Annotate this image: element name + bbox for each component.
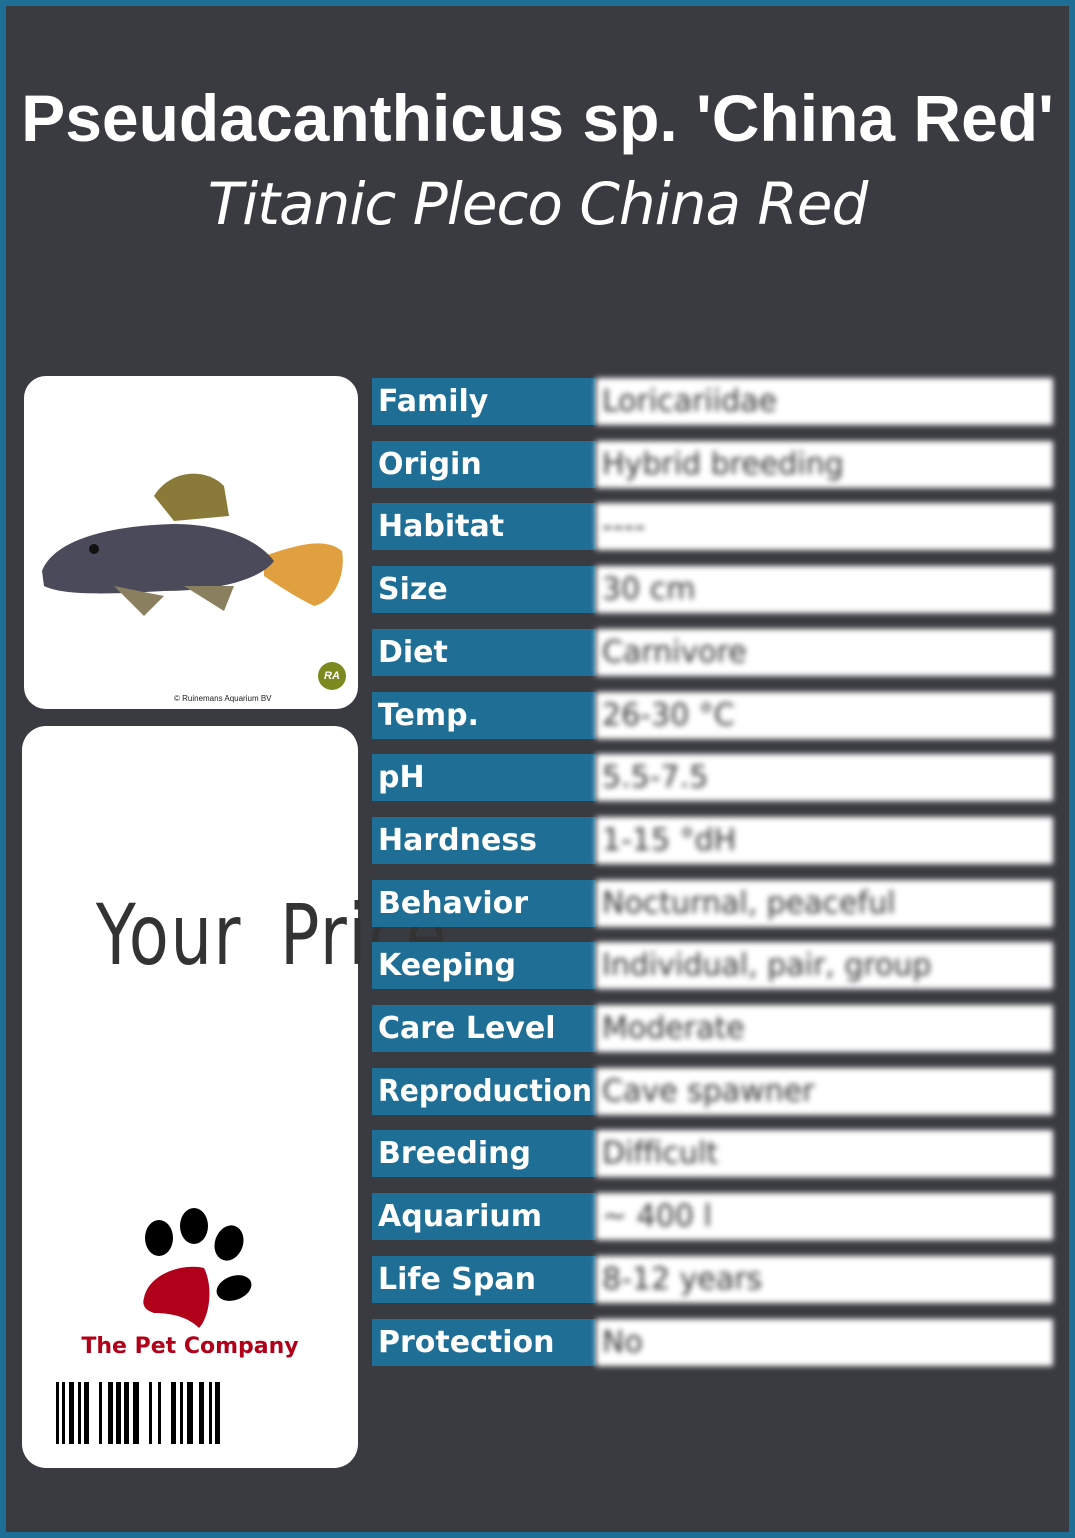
spec-value: ~ 400 l [596,1193,1053,1241]
spec-value: Carnivore [596,628,1053,676]
spec-label-cell: Life Span [372,1255,596,1303]
spec-row: Breeding Difficult [372,1130,1053,1178]
spec-value: Difficult [596,1130,1053,1178]
spec-label-cell: Origin [372,440,596,488]
spec-value: 8-12 years [596,1255,1053,1303]
common-name: Titanic Pleco China Red [207,170,869,238]
spec-value: 26-30 °C [596,691,1053,739]
spec-label-cell: Size [372,566,596,614]
spec-value: 30 cm [596,566,1053,614]
spec-value: Nocturnal, peaceful [596,879,1053,927]
spec-label: Origin [378,446,482,482]
spec-value: 1-15 °dH [596,816,1053,864]
barcode-bar [215,1382,220,1444]
photo-credit: © Ruinemans Aquarium BV [174,694,272,703]
barcode-bar [209,1382,212,1444]
price-panel: Your Price The Pet Company [22,726,448,1468]
spec-label: Diet [378,634,448,670]
barcode-bar [99,1382,102,1444]
spec-value: ---- [596,503,1053,551]
spec-row: pH 5.5-7.5 [372,754,1053,802]
barcode-bar [56,1382,59,1444]
spec-label: Keeping [378,948,517,984]
spec-label-cell: Protection [372,1318,596,1366]
spec-label-cell: Reproduction [372,1067,596,1115]
spec-row: Temp. 26-30 °C [372,691,1053,739]
spec-row: Size 30 cm [372,566,1053,614]
spec-label: Family [378,384,489,419]
spec-label: Behavior [378,885,529,921]
spec-label-cell: Breeding [372,1130,596,1178]
barcode-bar [116,1382,121,1444]
price-label: Your Price [95,886,448,984]
spec-label-cell: Care Level [372,1005,596,1052]
spec-label: Aquarium [378,1199,542,1235]
spec-label-cell: Keeping [372,942,596,990]
spec-row: Family Loricariidae [372,378,1053,425]
spec-row: Hardness 1-15 °dH [372,816,1053,864]
barcode-bar [69,1382,74,1444]
spec-label: pH [378,760,425,796]
barcode-bar [78,1382,81,1444]
barcode-bar [124,1382,129,1444]
barcode-bar [180,1382,183,1444]
barcode-bar [149,1382,152,1444]
spec-label-cell: Behavior [372,879,596,927]
spec-value: Hybrid breeding [596,440,1053,488]
barcode-bar [84,1382,89,1444]
spec-row: Care Level Moderate [372,1005,1053,1052]
spec-label: Size [378,572,448,608]
barcode-bar [133,1382,139,1444]
spec-value: Loricariidae [596,378,1053,425]
spec-row: Behavior Nocturnal, peaceful [372,879,1053,927]
paw-logo-icon [143,1208,252,1328]
barcode-bar [158,1382,161,1444]
spec-label: Care Level [378,1011,556,1046]
spec-row: Reproduction Cave spawner [372,1067,1053,1115]
spec-label-cell: Diet [372,628,596,676]
scientific-name-box: Pseudacanthicus sp. 'China Red' [10,78,1065,158]
spec-label-cell: Family [372,378,596,425]
spec-label: Life Span [378,1261,536,1297]
spec-label-cell: Aquarium [372,1193,596,1241]
spec-label: Breeding [378,1136,531,1172]
spec-row: Diet Carnivore [372,628,1053,676]
spec-label: Temp. [378,697,479,733]
spec-row: Aquarium ~ 400 l [372,1193,1053,1241]
barcode-bar [108,1382,113,1444]
spec-row: Keeping Individual, pair, group [372,942,1053,990]
brand-name: The Pet Company [81,1334,299,1359]
spec-value: Cave spawner [596,1067,1053,1115]
fish-photo-panel: RA © Ruinemans Aquarium BV [24,376,358,709]
spec-label-cell: pH [372,754,596,802]
spec-label-cell: Hardness [372,816,596,864]
common-name-box: Titanic Pleco China Red [10,166,1065,242]
scientific-name: Pseudacanthicus sp. 'China Red' [21,81,1054,155]
spec-row: Life Span 8-12 years [372,1255,1053,1303]
ruinemans-logo: RA [318,662,346,690]
spec-value: Moderate [596,1005,1053,1052]
spec-label: Protection [378,1324,555,1360]
barcode-bar [62,1382,65,1444]
barcode [56,1382,220,1444]
spec-value: No [596,1318,1053,1366]
barcode-bar [171,1382,176,1444]
spec-label: Hardness [378,822,538,858]
spec-label: Reproduction [378,1073,592,1109]
barcode-bar [199,1382,204,1444]
fish-image [42,473,343,616]
spec-label: Habitat [378,509,505,545]
spec-value: Individual, pair, group [596,942,1053,990]
spec-label-cell: Habitat [372,503,596,551]
spec-value: 5.5-7.5 [596,754,1053,802]
spec-row: Protection No [372,1318,1053,1366]
barcode-bar [187,1382,193,1444]
spec-row: Origin Hybrid breeding [372,440,1053,488]
spec-row: Habitat ---- [372,503,1053,551]
spec-label-cell: Temp. [372,691,596,739]
